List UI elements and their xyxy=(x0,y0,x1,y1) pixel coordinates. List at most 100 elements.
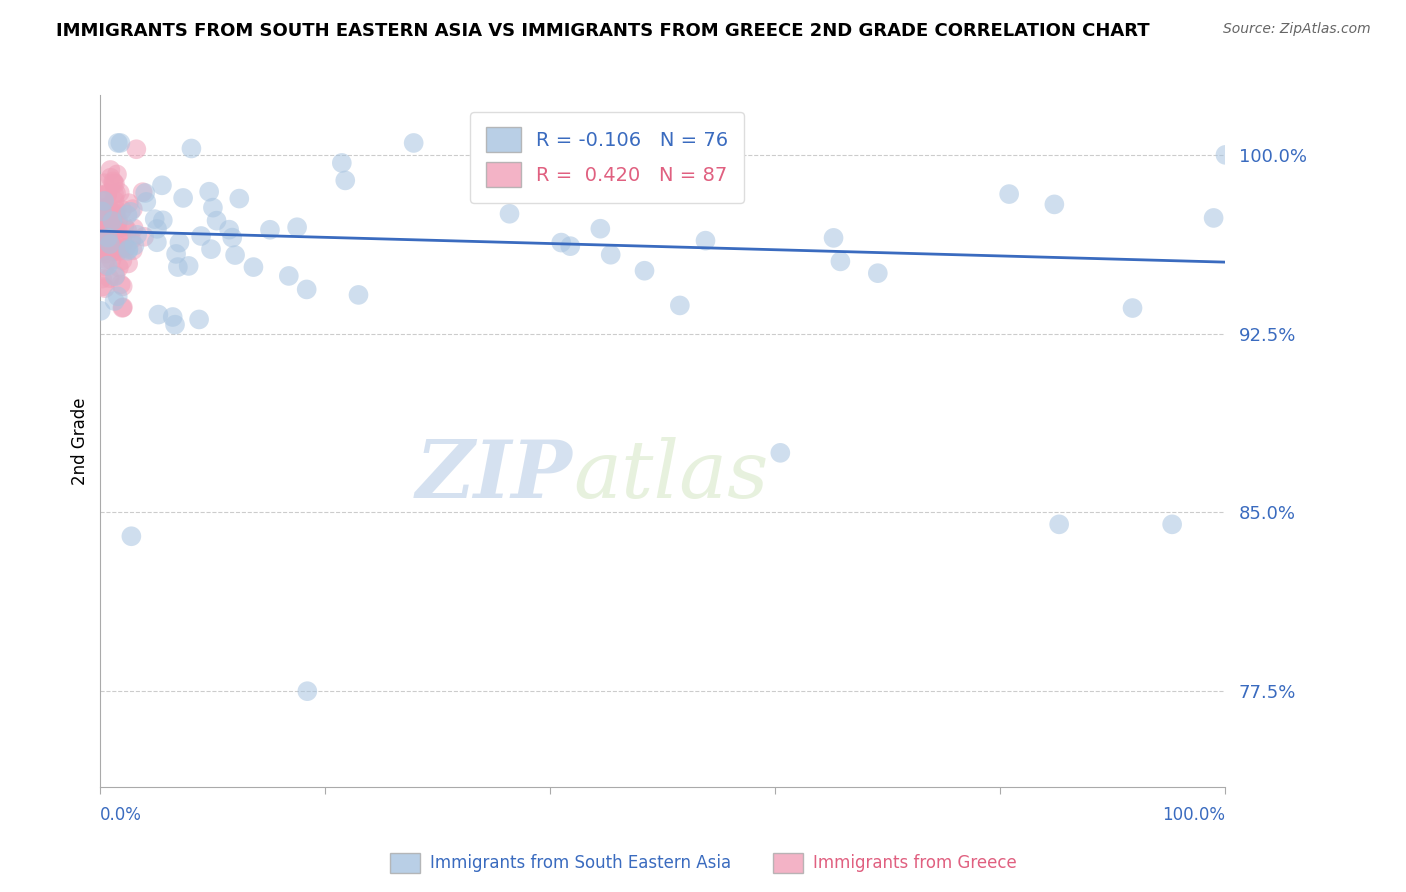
Point xyxy=(104,177,127,191)
Point xyxy=(498,207,520,221)
Point xyxy=(110,136,132,150)
Point xyxy=(105,168,128,182)
Point xyxy=(105,186,128,201)
Point xyxy=(117,244,139,258)
Point xyxy=(94,281,117,295)
Point xyxy=(146,235,169,250)
Point xyxy=(200,242,222,256)
Point xyxy=(111,301,134,315)
Point xyxy=(560,239,582,253)
Point xyxy=(330,156,353,170)
Point xyxy=(101,219,124,233)
Point xyxy=(91,220,114,235)
Point xyxy=(1161,517,1184,532)
Point xyxy=(93,238,115,252)
Point xyxy=(131,185,153,199)
Point xyxy=(103,194,125,208)
Text: 100.0%: 100.0% xyxy=(1163,805,1226,823)
Point xyxy=(100,163,122,178)
Point xyxy=(101,214,124,228)
Point xyxy=(148,308,170,322)
Y-axis label: 2nd Grade: 2nd Grade xyxy=(72,397,89,484)
Point xyxy=(104,268,127,283)
Point xyxy=(626,179,648,194)
Point xyxy=(97,220,120,235)
Legend: Immigrants from South Eastern Asia, Immigrants from Greece: Immigrants from South Eastern Asia, Immi… xyxy=(382,847,1024,880)
Point xyxy=(228,192,250,206)
Point xyxy=(104,269,127,284)
Point xyxy=(111,279,134,293)
Point xyxy=(589,221,612,235)
Point xyxy=(1121,301,1143,315)
Point xyxy=(107,215,129,229)
Point xyxy=(107,222,129,236)
Point xyxy=(163,318,186,332)
Point xyxy=(101,215,124,229)
Point xyxy=(98,234,121,248)
Point xyxy=(111,232,134,246)
Point xyxy=(98,237,121,252)
Point xyxy=(111,241,134,255)
Point xyxy=(221,230,243,244)
Point xyxy=(550,235,572,250)
Point xyxy=(1043,197,1066,211)
Point xyxy=(150,178,173,193)
Point xyxy=(96,187,118,202)
Text: 0.0%: 0.0% xyxy=(100,805,142,823)
Point xyxy=(830,254,852,268)
Point xyxy=(93,243,115,257)
Point xyxy=(97,238,120,252)
Point xyxy=(93,176,115,190)
Point xyxy=(94,246,117,260)
Point xyxy=(115,241,138,255)
Point xyxy=(110,277,132,292)
Point xyxy=(146,222,169,236)
Point xyxy=(94,202,117,216)
Point xyxy=(94,201,117,215)
Point xyxy=(180,141,202,155)
Point xyxy=(118,196,141,211)
Point xyxy=(108,260,131,275)
Point xyxy=(135,194,157,209)
Point xyxy=(90,203,112,218)
Point xyxy=(94,243,117,257)
Point xyxy=(91,279,114,293)
Point xyxy=(669,298,692,312)
Point xyxy=(90,211,112,225)
Point xyxy=(105,203,128,218)
Point xyxy=(998,187,1021,202)
Point xyxy=(97,259,120,273)
Point xyxy=(125,142,148,156)
Point xyxy=(162,310,184,324)
Point xyxy=(117,242,139,256)
Text: IMMIGRANTS FROM SOUTH EASTERN ASIA VS IMMIGRANTS FROM GREECE 2ND GRADE CORRELATI: IMMIGRANTS FROM SOUTH EASTERN ASIA VS IM… xyxy=(56,22,1150,40)
Point xyxy=(172,191,194,205)
Point xyxy=(167,260,190,274)
Text: Source: ZipAtlas.com: Source: ZipAtlas.com xyxy=(1223,22,1371,37)
Point xyxy=(111,253,134,268)
Point xyxy=(132,229,155,244)
Point xyxy=(108,186,131,200)
Point xyxy=(96,216,118,230)
Point xyxy=(91,194,114,208)
Point xyxy=(91,204,114,219)
Point xyxy=(98,271,121,285)
Point xyxy=(103,244,125,259)
Point xyxy=(201,201,224,215)
Point xyxy=(124,238,146,252)
Point xyxy=(218,222,240,236)
Point xyxy=(103,223,125,237)
Point xyxy=(104,206,127,220)
Point xyxy=(107,244,129,258)
Point xyxy=(97,230,120,244)
Point xyxy=(1215,148,1237,162)
Point xyxy=(347,288,370,302)
Legend: R = -0.106   N = 76, R =  0.420   N = 87: R = -0.106 N = 76, R = 0.420 N = 87 xyxy=(470,112,744,202)
Point xyxy=(1047,517,1070,532)
Point xyxy=(574,153,596,167)
Point xyxy=(165,247,187,261)
Point xyxy=(188,312,211,326)
Point xyxy=(97,203,120,218)
Point xyxy=(127,227,149,242)
Point xyxy=(98,213,121,227)
